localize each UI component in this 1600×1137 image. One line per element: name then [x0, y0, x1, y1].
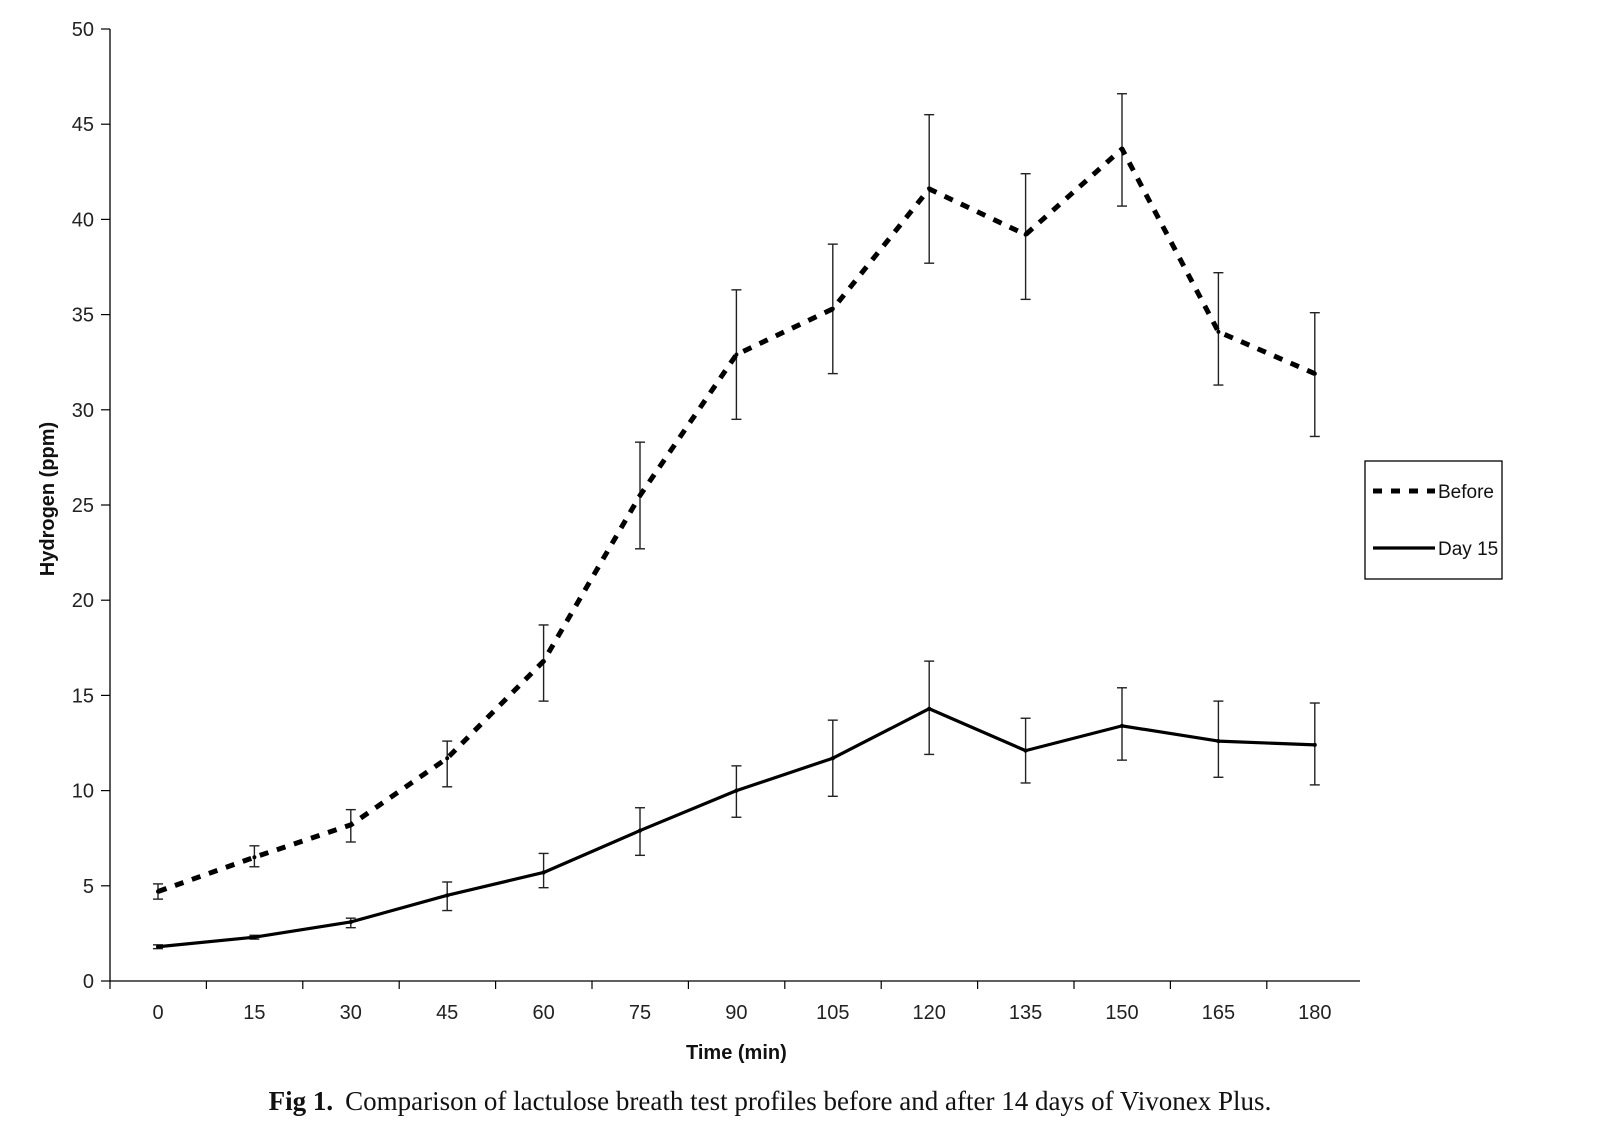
data-point-before	[1312, 371, 1317, 376]
data-point-day-15	[541, 870, 546, 875]
data-point-before	[734, 352, 739, 357]
legend: Before Day 15	[1364, 460, 1503, 580]
data-point-day-15	[927, 706, 932, 711]
series-before	[153, 93, 1320, 900]
y-axis: 0 5 10 15 20 25 30 35 40 45 50	[72, 19, 111, 993]
data-point-before	[445, 756, 450, 761]
x-tick-label: 165	[1202, 1002, 1235, 1024]
series-layer	[153, 93, 1320, 950]
data-point-before	[638, 493, 642, 498]
data-point-day-15	[638, 828, 642, 833]
figure-caption-label: Fig 1.	[268, 1086, 334, 1116]
data-point-day-15	[156, 944, 160, 949]
y-tick-label: 10	[72, 781, 94, 803]
y-tick-label: 40	[72, 209, 94, 231]
x-tick-label: 45	[436, 1002, 458, 1024]
figure-caption-text: Comparison of lactulose breath test prof…	[345, 1086, 1272, 1116]
y-tick-label: 15	[72, 685, 94, 707]
data-point-day-15	[734, 788, 739, 793]
data-point-before	[252, 855, 257, 860]
data-point-before	[1120, 146, 1124, 151]
data-point-day-15	[1120, 723, 1124, 728]
figure-caption: Fig 1. Comparison of lactulose breath tes…	[0, 1086, 1540, 1117]
series-line-day-15	[157, 707, 1315, 949]
x-tick-label: 90	[725, 1002, 747, 1024]
x-tick-label: 15	[243, 1002, 265, 1024]
y-tick-label: 45	[72, 114, 94, 136]
data-point-day-15	[1312, 742, 1317, 747]
x-tick-label: 135	[1009, 1002, 1042, 1024]
y-tick-label: 0	[83, 971, 94, 993]
y-tick-label: 35	[72, 305, 94, 327]
data-point-day-15	[445, 893, 450, 898]
data-point-before	[348, 822, 353, 827]
series-day-15	[153, 660, 1320, 950]
legend-label-before: Before	[1438, 482, 1494, 503]
data-point-before	[927, 186, 932, 191]
legend-label-day-15: Day 15	[1438, 539, 1498, 560]
x-tick-label: 180	[1298, 1002, 1331, 1024]
data-point-before	[541, 659, 546, 664]
data-point-day-15	[348, 919, 353, 924]
data-point-day-15	[252, 935, 257, 940]
y-axis-title: Hydrogen (ppm)	[37, 422, 59, 576]
data-point-day-15	[1216, 739, 1221, 744]
data-point-before	[156, 889, 160, 894]
x-tick-label: 75	[629, 1002, 651, 1024]
x-tick-label: 30	[340, 1002, 362, 1024]
data-point-before	[1216, 329, 1221, 334]
x-axis: 0 15 30 45 60 75 90 105 120 135 150 165 180	[109, 980, 1360, 1024]
data-point-day-15	[830, 756, 835, 761]
x-axis-title: Time (min)	[686, 1042, 787, 1064]
x-tick-label: 60	[532, 1002, 554, 1024]
y-tick-label: 25	[72, 495, 94, 517]
data-point-before	[1023, 232, 1028, 237]
y-tick-label: 5	[83, 876, 94, 898]
x-tick-label: 150	[1105, 1002, 1138, 1024]
y-tick-label: 20	[72, 590, 94, 612]
x-tick-label: 0	[152, 1002, 163, 1024]
x-tick-label: 105	[816, 1002, 849, 1024]
y-tick-label: 30	[72, 400, 94, 422]
y-tick-label: 50	[72, 19, 94, 41]
legend-box	[1364, 460, 1503, 580]
x-tick-label: 120	[913, 1002, 946, 1024]
data-point-day-15	[1023, 748, 1028, 753]
data-point-before	[830, 306, 835, 311]
